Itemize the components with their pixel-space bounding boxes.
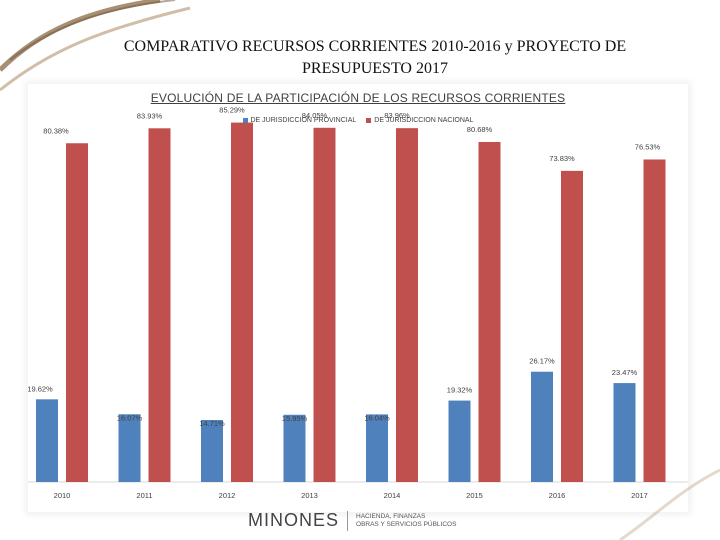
footer-logo: MINONES HACIENDA, FINANZAS OBRAS Y SERVI… bbox=[248, 510, 456, 531]
x-tick-label-2014: 2014 bbox=[384, 491, 401, 500]
data-label-provincial-year-2013: 15.95% bbox=[282, 414, 308, 423]
data-label-nacional-year-2012: 85.29% bbox=[219, 106, 245, 115]
bar-provincial-year-2017 bbox=[613, 383, 636, 482]
data-label-nacional-year-2010: 80.38% bbox=[43, 126, 69, 135]
legend-swatch-nacional bbox=[366, 118, 372, 123]
bar-nacional-year-2011 bbox=[148, 128, 171, 483]
data-label-nacional-year-2014: 83.96% bbox=[384, 111, 410, 120]
logo-subtitle: HACIENDA, FINANZAS OBRAS Y SERVICIOS PÚB… bbox=[356, 513, 456, 529]
logo-divider bbox=[347, 510, 349, 531]
bar-nacional-year-2010 bbox=[66, 143, 88, 482]
chart-frame: 19.62% 80.38% 2010 16.07% 83.93% 2011 14.71% 85… bbox=[28, 84, 688, 512]
chart-legend: DE JURISDICCION PROVINCIAL DE JURISDICCI… bbox=[28, 117, 688, 124]
x-tick-label-2015: 2015 bbox=[466, 491, 483, 500]
bar-provincial-year-2014 bbox=[366, 414, 388, 482]
slide-title: COMPARATIVO RECURSOS CORRIENTES 2010-201… bbox=[60, 36, 690, 80]
bar-provincial-year-2016 bbox=[531, 371, 553, 482]
data-label-provincial-year-2015: 19.32% bbox=[447, 386, 473, 395]
bar-provincial-year-2012 bbox=[201, 420, 223, 482]
bar-nacional-year-2015 bbox=[478, 141, 501, 482]
x-tick-label-2012: 2012 bbox=[219, 491, 236, 500]
legend-item-nacional: DE JURISDICCION NACIONAL bbox=[366, 117, 473, 124]
x-tick-label-2016: 2016 bbox=[549, 491, 566, 500]
x-tick-label-2017: 2017 bbox=[631, 491, 648, 500]
bar-nacional-year-2012 bbox=[231, 122, 253, 482]
decorative-swirl bbox=[0, 0, 191, 92]
data-label-provincial-year-2016: 26.17% bbox=[529, 357, 555, 366]
bar-provincial-year-2011 bbox=[118, 414, 141, 482]
decorative-corner bbox=[619, 468, 720, 540]
legend-swatch-provincial bbox=[242, 118, 248, 123]
bar-nacional-year-2016 bbox=[561, 170, 583, 482]
bar-nacional-year-2017 bbox=[643, 159, 666, 482]
bar-chart: 19.62% 80.38% 2010 16.07% 83.93% 2011 14.71% 85… bbox=[28, 106, 688, 500]
x-tick-label-2013: 2013 bbox=[301, 491, 318, 500]
data-label-provincial-year-2017: 23.47% bbox=[612, 368, 638, 377]
bar-nacional-year-2014 bbox=[396, 128, 418, 482]
chart-title: EVOLUCIÓN DE LA PARTICIPACIÓN DE LOS REC… bbox=[150, 91, 566, 105]
data-label-nacional-year-2015: 80.68% bbox=[467, 125, 493, 134]
bar-provincial-year-2010 bbox=[36, 399, 58, 482]
data-label-provincial-year-2012: 14.71% bbox=[199, 419, 225, 428]
bar-provincial-year-2015 bbox=[448, 400, 471, 482]
data-label-provincial-year-2011: 16.07% bbox=[117, 413, 143, 422]
data-label-nacional-year-2017: 76.53% bbox=[635, 142, 661, 151]
data-label-provincial-year-2010: 19.62% bbox=[28, 384, 53, 393]
legend-label-nacional: DE JURISDICCION NACIONAL bbox=[374, 117, 474, 124]
slide-title-line2: PRESUPUESTO 2017 bbox=[302, 60, 448, 77]
x-tick-label-2011: 2011 bbox=[136, 491, 152, 500]
logo-subtitle-line2: OBRAS Y SERVICIOS PÚBLICOS bbox=[356, 520, 457, 528]
logo-wordmark: MINONES bbox=[248, 510, 340, 530]
x-tick-label-2010: 2010 bbox=[54, 491, 71, 500]
data-label-provincial-year-2014: 16.04% bbox=[364, 413, 390, 422]
data-label-nacional-year-2011: 83.93% bbox=[137, 111, 163, 120]
bar-provincial-year-2013 bbox=[283, 414, 306, 482]
slide-title-line1: COMPARATIVO RECURSOS CORRIENTES 2010-201… bbox=[123, 38, 627, 55]
legend-item-provincial: DE JURISDICCION PROVINCIAL bbox=[242, 117, 357, 124]
bar-nacional-year-2013 bbox=[313, 127, 336, 482]
logo-subtitle-line1: HACIENDA, FINANZAS bbox=[356, 512, 426, 520]
data-label-nacional-year-2016: 73.83% bbox=[549, 154, 575, 163]
legend-label-provincial: DE JURISDICCION PROVINCIAL bbox=[250, 117, 357, 124]
data-label-nacional-year-2013: 84.05% bbox=[302, 111, 328, 120]
